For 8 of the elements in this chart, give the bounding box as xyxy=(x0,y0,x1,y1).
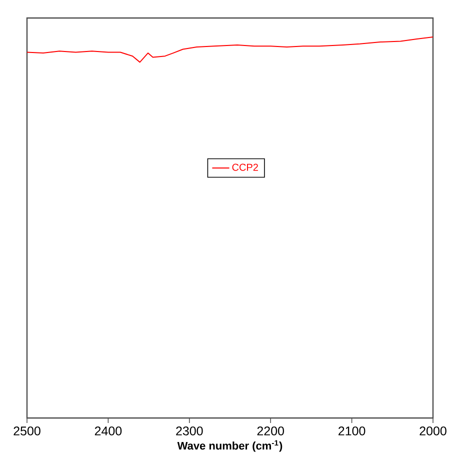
legend-label: CCP2 xyxy=(232,164,258,171)
x-tick-label: 2000 xyxy=(420,426,446,436)
x-tick-label: 2100 xyxy=(338,426,366,436)
x-axis-title: Wave number (cm$^{-1}$) xyxy=(177,440,282,452)
x-tick-label: 2400 xyxy=(94,426,122,436)
x-tick-label: 2300 xyxy=(176,426,203,436)
x-tick-label: 2200 xyxy=(257,426,284,436)
x-tick-label: 2500 xyxy=(14,426,40,436)
